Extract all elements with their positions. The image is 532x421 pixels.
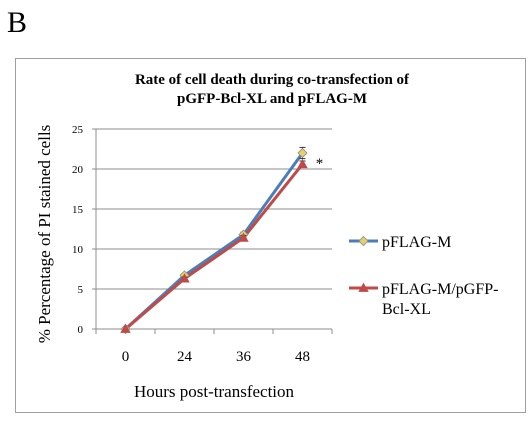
data-point-marker bbox=[297, 158, 308, 169]
x-tick-label: 36 bbox=[236, 349, 252, 365]
legend-label: pFLAG-M/pGFP- bbox=[382, 281, 498, 298]
series-line bbox=[124, 152, 304, 331]
chart-frame bbox=[15, 58, 526, 413]
data-point-marker bbox=[297, 147, 308, 159]
data-point-marker bbox=[358, 235, 369, 247]
x-tick-label: 0 bbox=[122, 349, 130, 365]
y-tick-label: 5 bbox=[78, 284, 84, 296]
axes bbox=[92, 128, 333, 334]
y-tick-label: 10 bbox=[72, 244, 84, 256]
significance-annotation: * bbox=[316, 156, 324, 172]
x-tick-label: 24 bbox=[177, 349, 193, 365]
panel-letter: B bbox=[7, 6, 28, 39]
data-point-marker bbox=[120, 323, 131, 333]
chart-title-line: Rate of cell death during co-transfectio… bbox=[135, 72, 410, 88]
y-axis-label: % Percentage of PI stained cells bbox=[35, 125, 54, 344]
legend: pFLAG-M pFLAG-M/pGFP- Bcl-XL bbox=[349, 234, 498, 318]
chart-title-line: pGFP-Bcl-XL and pFLAG-M bbox=[177, 91, 367, 107]
data-point-marker bbox=[238, 232, 249, 242]
data-point-marker bbox=[179, 273, 190, 283]
legend-label: Bcl-XL bbox=[382, 301, 431, 318]
y-tick-label: 0 bbox=[78, 324, 84, 336]
data-point-marker bbox=[358, 282, 369, 292]
y-tick-label: 25 bbox=[72, 124, 84, 136]
y-tick-label: 15 bbox=[72, 204, 84, 216]
series-layer bbox=[120, 146, 308, 335]
series-line bbox=[124, 163, 304, 331]
x-axis-label: Hours post-transfection bbox=[134, 382, 295, 401]
legend-label: pFLAG-M bbox=[382, 234, 451, 251]
x-tick-label: 48 bbox=[295, 349, 310, 365]
chart-text: 0 5 10 15 20 25 0 24 36 48 Rate of cell death duri… bbox=[35, 72, 410, 401]
gridlines bbox=[96, 128, 332, 290]
y-tick-label: 20 bbox=[72, 164, 84, 176]
